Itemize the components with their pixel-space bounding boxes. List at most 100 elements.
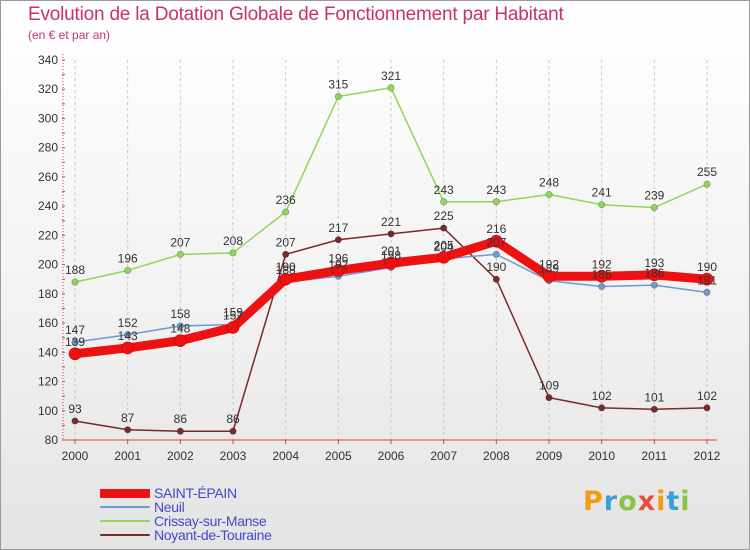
- data-label: 189: [539, 262, 559, 276]
- data-label: 192: [539, 257, 559, 271]
- logo-letter: r: [603, 486, 619, 517]
- data-point: [124, 331, 132, 339]
- logo-letter: t: [666, 486, 681, 517]
- y-tick-label: 80: [45, 433, 59, 447]
- axes: 80 100 120 140 160 180 200 220 240 260 280 300 320 34…: [38, 53, 721, 463]
- data-point: [545, 394, 553, 402]
- data-point: [703, 180, 711, 188]
- data-label: 255: [697, 165, 717, 179]
- data-point: [595, 270, 608, 283]
- logo-letter: i: [680, 486, 691, 517]
- logo-letter: P: [583, 486, 604, 517]
- x-tick-label: 2009: [536, 449, 563, 463]
- data-label: 241: [592, 186, 612, 200]
- data-label: 201: [381, 244, 401, 258]
- data-label: 159: [223, 306, 243, 320]
- data-label: 248: [539, 175, 559, 189]
- data-label: 216: [486, 222, 506, 236]
- data-point: [124, 426, 132, 434]
- x-tick-label: 2012: [694, 449, 721, 463]
- data-label: 109: [539, 379, 559, 393]
- data-point: [650, 204, 658, 212]
- logo-letter: o: [618, 486, 638, 517]
- legend-item-saint-epain[interactable]: SAINT-ÉPAIN: [100, 486, 340, 500]
- legend: SAINT-ÉPAIN Neuil Crissay-sur-Manse Noya…: [100, 486, 340, 542]
- data-label: 243: [486, 183, 506, 197]
- data-label: 204: [434, 240, 454, 254]
- data-label: 217: [328, 221, 348, 235]
- data-point: [334, 236, 342, 244]
- x-tick-label: 2008: [483, 449, 510, 463]
- data-label: 152: [118, 316, 138, 330]
- data-point: [440, 198, 448, 206]
- data-point: [174, 334, 187, 347]
- data-point: [648, 268, 661, 282]
- data-label: 196: [118, 251, 138, 265]
- x-tick-label: 2000: [62, 449, 89, 463]
- data-point: [332, 264, 345, 277]
- data-label: 225: [434, 209, 454, 223]
- data-label: 188: [65, 263, 85, 277]
- data-label: 192: [328, 257, 348, 271]
- y-tick-label: 100: [38, 404, 58, 418]
- data-label: 147: [65, 323, 85, 337]
- data-point: [542, 270, 556, 283]
- data-point: [700, 272, 714, 286]
- data-point: [121, 341, 134, 355]
- proxiti-logo: Proxiti: [583, 486, 691, 517]
- data-label: 102: [697, 389, 717, 403]
- legend-swatch: [100, 489, 150, 498]
- data-point: [334, 93, 342, 101]
- data-point: [229, 249, 237, 257]
- x-tick-label: 2002: [167, 449, 194, 463]
- data-point: [545, 190, 553, 198]
- y-tick-label: 240: [38, 199, 58, 213]
- data-label: 157: [223, 308, 243, 322]
- data-label: 243: [434, 183, 454, 197]
- data-label: 207: [276, 235, 296, 249]
- logo-letter: i: [656, 486, 667, 517]
- data-point: [703, 288, 711, 296]
- y-tick-label: 200: [38, 258, 58, 272]
- data-point: [490, 234, 503, 248]
- data-point: [229, 427, 237, 435]
- data-point: [598, 201, 606, 209]
- y-tick-label: 160: [38, 316, 58, 330]
- x-tick-label: 2003: [220, 449, 247, 463]
- x-tick-label: 2001: [114, 449, 141, 463]
- data-label: 192: [592, 257, 612, 271]
- y-tick-label: 340: [38, 53, 58, 67]
- legend-label: Noyant-de-Touraine: [154, 527, 272, 543]
- data-point: [492, 275, 500, 283]
- data-label: 207: [486, 235, 506, 249]
- data-labels: 188 196 207 208 236 315 321 243 243 248 241 239 255 9…: [65, 69, 717, 426]
- data-label: 321: [381, 69, 401, 83]
- data-label: 190: [486, 260, 506, 274]
- data-label: 315: [328, 78, 348, 92]
- data-label: 101: [644, 390, 664, 404]
- legend-item-crissay-sur-manse[interactable]: Crissay-sur-Manse: [100, 514, 340, 528]
- data-point: [71, 338, 79, 346]
- data-point: [71, 417, 79, 425]
- legend-item-noyant-de-touraine[interactable]: Noyant-de-Touraine: [100, 528, 340, 542]
- series-lines: [68, 84, 714, 435]
- data-label: 221: [381, 215, 401, 229]
- data-label: 185: [592, 268, 612, 282]
- x-tick-label: 2007: [430, 449, 457, 463]
- data-label: 236: [276, 193, 296, 207]
- y-tick-label: 300: [38, 111, 58, 125]
- legend-swatch: [100, 520, 150, 522]
- data-point: [492, 250, 500, 258]
- y-tick-label: 320: [38, 82, 58, 96]
- data-point: [387, 84, 395, 92]
- data-label: 139: [65, 335, 85, 349]
- data-point: [71, 278, 79, 286]
- data-point: [384, 256, 398, 270]
- data-label: 190: [697, 260, 717, 274]
- x-tick-label: 2005: [325, 449, 352, 463]
- y-tick-label: 140: [38, 345, 58, 359]
- legend-item-neuil[interactable]: Neuil: [100, 500, 340, 514]
- chart-subtitle: (en € et par an): [28, 28, 111, 42]
- data-point: [176, 250, 184, 258]
- data-label: 188: [276, 263, 296, 277]
